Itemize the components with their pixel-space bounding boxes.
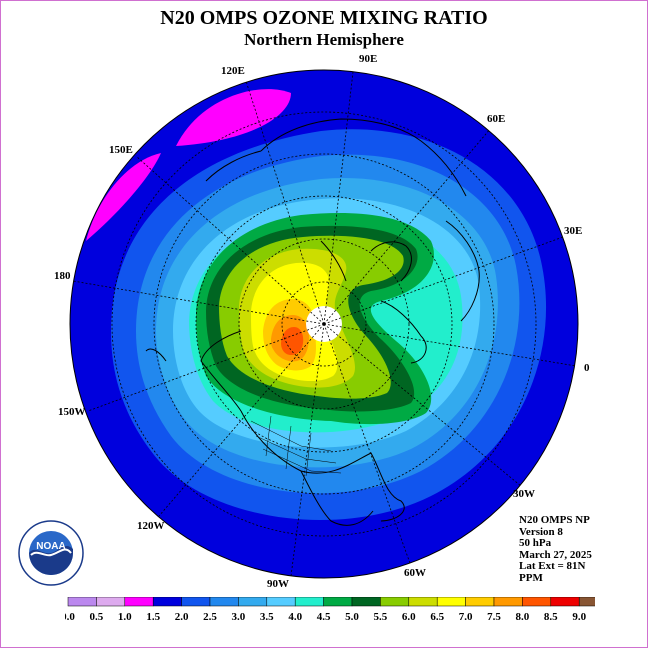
colorbar-tick-label: 2.0 [175, 611, 189, 623]
colorbar-tick-label: 3.5 [260, 611, 274, 623]
lon-label-30w: 30W [513, 488, 535, 500]
info-units: PPM [519, 571, 543, 584]
colorbar-tick-label: 1.0 [118, 611, 132, 623]
colorbar-swatch [323, 597, 353, 607]
coastlines [145, 118, 480, 526]
colorbar: 0.0 0.5 1.0 1.5 2.0 2.5 3.0 3.5 4.0 4.5 5.0 5.5 6.0 6… [65, 597, 595, 623]
colorbar-tick-label: 4.0 [288, 611, 302, 623]
colorbar-swatch [465, 597, 495, 607]
band-1.0-1.5-left [86, 153, 161, 241]
colorbar-swatch [550, 597, 580, 607]
info-level: 50 hPa [519, 537, 552, 549]
noaa-logo: NOAA [18, 520, 84, 586]
info-block: N20 OMPS NP Version 8 50 hPa March 27, 2… [519, 514, 592, 584]
colorbar-swatch [124, 597, 154, 607]
colorbar-swatch [67, 597, 97, 607]
lon-label-30e: 30E [564, 225, 582, 237]
colorbar-swatch [266, 597, 296, 607]
info-date: March 27, 2025 [519, 548, 592, 561]
colorbar-tick-label: 8.5 [544, 611, 558, 623]
lon-label-180: 180 [54, 270, 71, 282]
colorbar-tick-label: 4.5 [317, 611, 331, 623]
colorbar-swatch [578, 597, 595, 607]
info-lat-ext: Lat Ext = 81N [519, 560, 586, 572]
map-subtitle: Northern Hemisphere [244, 30, 404, 49]
colorbar-tick-label: 2.5 [203, 611, 217, 623]
colorbar-swatch [209, 597, 239, 607]
latitude-circles [111, 111, 537, 537]
noaa-logo-text: NOAA [36, 541, 65, 552]
lon-label-60w: 60W [404, 567, 426, 579]
lon-label-0: 0 [584, 362, 590, 374]
band-1.0-1.5-upper [176, 89, 291, 146]
colorbar-tick-label: 9.0 [572, 611, 586, 623]
colorbar-tick-label: 0.0 [65, 611, 75, 623]
colorbar-tick-label: 7.0 [459, 611, 473, 623]
colorbar-swatch [96, 597, 126, 607]
us-state-lines [250, 415, 342, 477]
colorbar-tick-label: 6.0 [402, 611, 416, 623]
map-title: N20 OMPS OZONE MIXING RATIO [160, 7, 488, 29]
lon-label-120w: 120W [137, 520, 165, 532]
colorbar-tick-label: 0.5 [90, 611, 104, 623]
info-product: N20 OMPS NP [519, 514, 590, 526]
colorbar-swatch [408, 597, 438, 607]
colorbar-swatch [522, 597, 552, 607]
colorbar-swatch [436, 597, 466, 607]
colorbar-tick-label: 8.0 [516, 611, 530, 623]
lon-label-60e: 60E [487, 113, 505, 125]
colorbar-tick-label: 1.5 [146, 611, 160, 623]
colorbar-swatch [181, 597, 211, 607]
lon-label-150w: 150W [58, 406, 86, 418]
colorbar-swatch [351, 597, 381, 607]
colorbar-swatch [238, 597, 268, 607]
colorbar-tick-label: 6.5 [430, 611, 444, 623]
lon-label-120e: 120E [221, 65, 245, 77]
colorbar-tick-label: 5.5 [374, 611, 388, 623]
colorbar-tick-label: 7.5 [487, 611, 501, 623]
lon-label-90e: 90E [359, 53, 377, 65]
lon-label-90w: 90W [267, 578, 289, 590]
colorbar-tick-label: 3.0 [232, 611, 246, 623]
colorbar-swatch [380, 597, 410, 607]
colorbar-swatches [67, 597, 595, 607]
colorbar-swatch [493, 597, 523, 607]
colorbar-swatch [294, 597, 324, 607]
colorbar-tick-label: 5.0 [345, 611, 359, 623]
lon-label-150e: 150E [109, 144, 133, 156]
colorbar-ticks: 0.0 0.5 1.0 1.5 2.0 2.5 3.0 3.5 4.0 4.5 5.0 5.5 6.0 6… [65, 611, 587, 623]
colorbar-swatch [152, 597, 182, 607]
map-boundary [69, 69, 579, 579]
info-version: Version 8 [519, 525, 563, 538]
ozone-field [70, 70, 578, 578]
